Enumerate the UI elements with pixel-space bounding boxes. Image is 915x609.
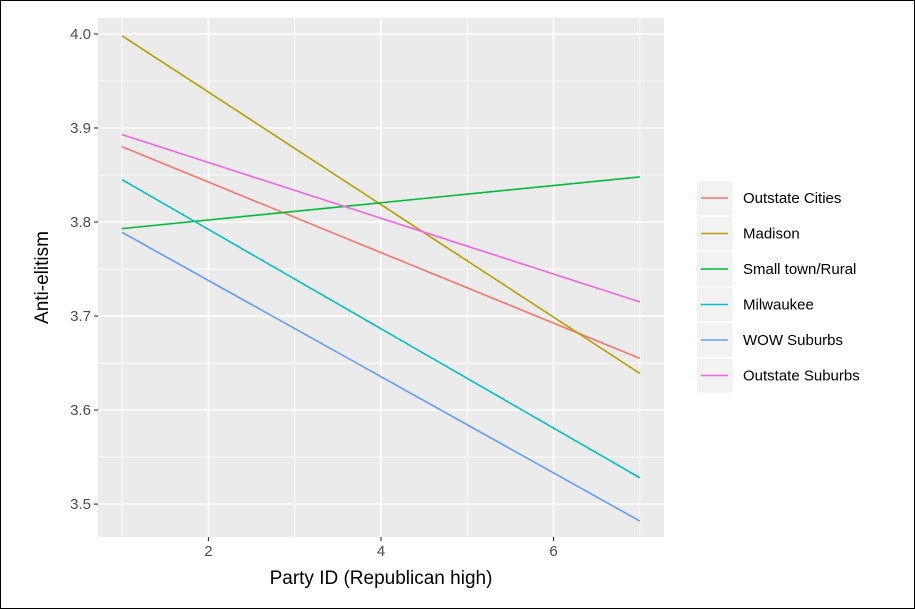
y-tick-label: 3.7 [70, 308, 91, 325]
series-line-5 [121, 133, 641, 303]
y-tick-label: 3.8 [70, 214, 91, 231]
y-tick-label: 3.9 [70, 120, 91, 137]
x-tick-label: 6 [549, 543, 557, 560]
series-line-1 [121, 35, 641, 375]
series-line-0 [121, 146, 641, 360]
series-line-3 [121, 179, 641, 479]
x-tick-label: 4 [377, 543, 385, 560]
x-axis-title: Party ID (Republican high) [270, 568, 493, 589]
y-axis-title: Anti-elitism [32, 231, 53, 324]
series-line-2 [122, 176, 640, 230]
legend-label-4: WOW Suburbs [743, 332, 843, 349]
series-line-4 [121, 231, 641, 522]
y-tick-label: 3.6 [70, 402, 91, 419]
major-gridlines [98, 18, 664, 537]
legend-label-2: Small town/Rural [743, 261, 856, 278]
legend-label-3: Milwaukee [743, 297, 814, 314]
x-tick-label: 2 [204, 543, 212, 560]
x-axis: 2 4 6 [204, 537, 558, 560]
legend-label-0: Outstate Cities [743, 190, 841, 207]
legend-label-5: Outstate Suburbs [743, 368, 860, 385]
legend-label-1: Madison [743, 226, 800, 243]
y-axis: 3.5 3.6 3.7 3.8 3.9 4.0 [70, 26, 98, 513]
legend: Outstate Cities Madison Small town/Rural Mi… [697, 170, 897, 393]
series-lines [121, 35, 641, 522]
y-tick-label: 4.0 [70, 26, 91, 43]
y-tick-label: 3.5 [70, 496, 91, 513]
